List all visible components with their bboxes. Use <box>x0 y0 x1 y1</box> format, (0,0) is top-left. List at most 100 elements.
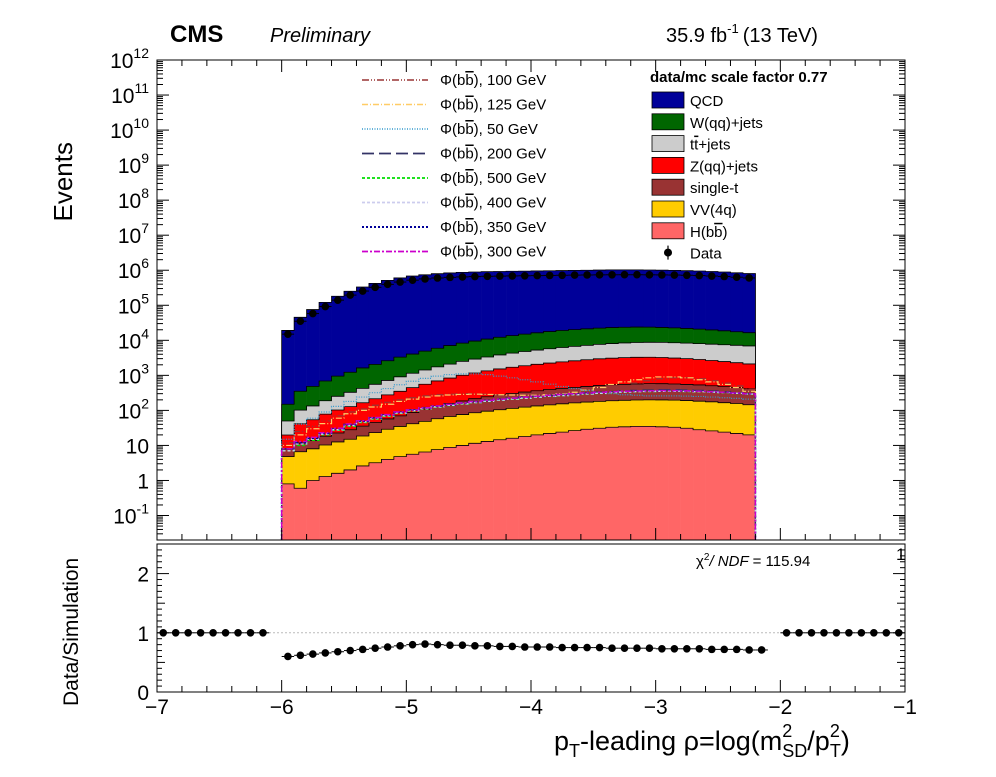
signal-legend-label: Φ(bb), 300 GeV <box>440 244 546 261</box>
stack-bar <box>356 435 370 466</box>
stack-bar <box>281 449 295 457</box>
stack-bar <box>630 426 644 540</box>
stack-bar <box>668 400 681 428</box>
stack-bar <box>456 272 469 344</box>
signal-legend-label: Φ(bb), 350 GeV <box>440 219 546 236</box>
stack-bar <box>668 270 681 328</box>
y-tick-label: 104 <box>118 325 149 353</box>
stack-bar <box>605 343 619 359</box>
stack-bar <box>481 441 494 540</box>
stack-bar <box>381 418 395 430</box>
stack-bar <box>568 402 582 431</box>
stack-bar <box>668 342 681 359</box>
ratio-point <box>433 640 442 649</box>
stack-bar <box>531 434 544 540</box>
ratio-point <box>458 641 467 650</box>
stack-bar <box>643 270 656 328</box>
stack-h-bb- <box>281 425 756 540</box>
stack-bar <box>705 271 719 330</box>
stack-bar <box>493 271 507 338</box>
ratio-point <box>259 629 267 637</box>
stack-bar <box>730 433 744 540</box>
x-tick-label: −2 <box>768 696 792 719</box>
stack-bar <box>730 362 744 388</box>
stack-bar <box>730 331 744 346</box>
stack-bar <box>568 360 582 388</box>
data-point <box>558 271 566 280</box>
stack-bar <box>568 430 582 540</box>
stack-bar <box>381 394 395 419</box>
ratio-point <box>633 644 641 652</box>
data-layer <box>281 270 756 338</box>
data-point <box>658 271 666 279</box>
background-legend: data/mc scale factor 0.77 QCD W(qq)+jets t… <box>650 69 828 263</box>
stack-qcd <box>281 269 756 540</box>
stack-bar <box>655 357 669 384</box>
data-point <box>321 302 330 311</box>
ratio-layer <box>157 629 905 661</box>
stack-bar <box>493 395 507 410</box>
stack-bar <box>680 328 694 344</box>
events-axis-label: Events <box>48 142 78 222</box>
legend-label: tt+jets <box>690 137 730 154</box>
stack-bar <box>742 388 756 405</box>
data-point <box>408 276 417 284</box>
ratio-point <box>745 646 753 654</box>
data-point <box>446 273 454 282</box>
stack-bar <box>456 361 469 376</box>
cms-label: CMS <box>170 21 223 48</box>
stack-bar <box>518 271 532 335</box>
stack-bar <box>742 404 756 435</box>
stack-bar <box>643 399 656 427</box>
stack-bar <box>368 462 382 540</box>
stack-bar <box>618 400 632 427</box>
signal-line <box>281 376 756 540</box>
y-tick-label: 109 <box>118 150 149 178</box>
stack-bar <box>555 347 569 362</box>
stack-bar <box>643 327 656 343</box>
stack-bar <box>705 385 719 402</box>
stack-bar <box>356 426 370 436</box>
stack-bar <box>618 357 632 385</box>
stack-bar <box>705 344 719 361</box>
ratio-point <box>658 644 666 653</box>
stack-bar <box>693 329 706 344</box>
stack-bar <box>493 439 507 540</box>
stack-bar <box>331 396 345 411</box>
stack-bar <box>655 342 669 358</box>
stack-bar <box>630 269 644 328</box>
legend-swatch <box>651 135 685 153</box>
data-point <box>396 278 404 286</box>
data-point <box>670 271 679 279</box>
ratio-point <box>246 629 255 637</box>
ratio-point <box>371 644 379 652</box>
stack-bar <box>456 343 469 362</box>
stack-bar <box>456 375 469 401</box>
stack-bar <box>531 364 544 391</box>
stack-vv-4q- <box>281 399 756 540</box>
stack-bar <box>319 381 332 401</box>
stack-bar <box>630 342 644 358</box>
stack-bar <box>718 432 731 540</box>
stack-bar <box>406 354 420 374</box>
ratio-point <box>608 644 616 652</box>
legend-label: Z(qq)+jets <box>690 158 758 175</box>
legend-swatch <box>651 222 685 240</box>
data-point <box>645 271 654 279</box>
stack-layer <box>281 269 756 540</box>
ratio-point <box>857 629 866 637</box>
data-point <box>720 272 729 281</box>
y-tick-label: 108 <box>118 185 149 213</box>
stack-bar <box>306 440 320 449</box>
x-tick-label: −4 <box>519 696 543 719</box>
stack-bar <box>294 423 307 444</box>
data-point <box>433 274 442 282</box>
y-tick-label: 10-1 <box>113 501 149 529</box>
stack-bar <box>481 271 494 340</box>
ratio-point <box>583 643 591 652</box>
ratio-point <box>820 629 828 637</box>
stack-bar <box>605 358 619 385</box>
ratio-point <box>396 642 404 650</box>
y-tick-label: 106 <box>118 255 149 283</box>
